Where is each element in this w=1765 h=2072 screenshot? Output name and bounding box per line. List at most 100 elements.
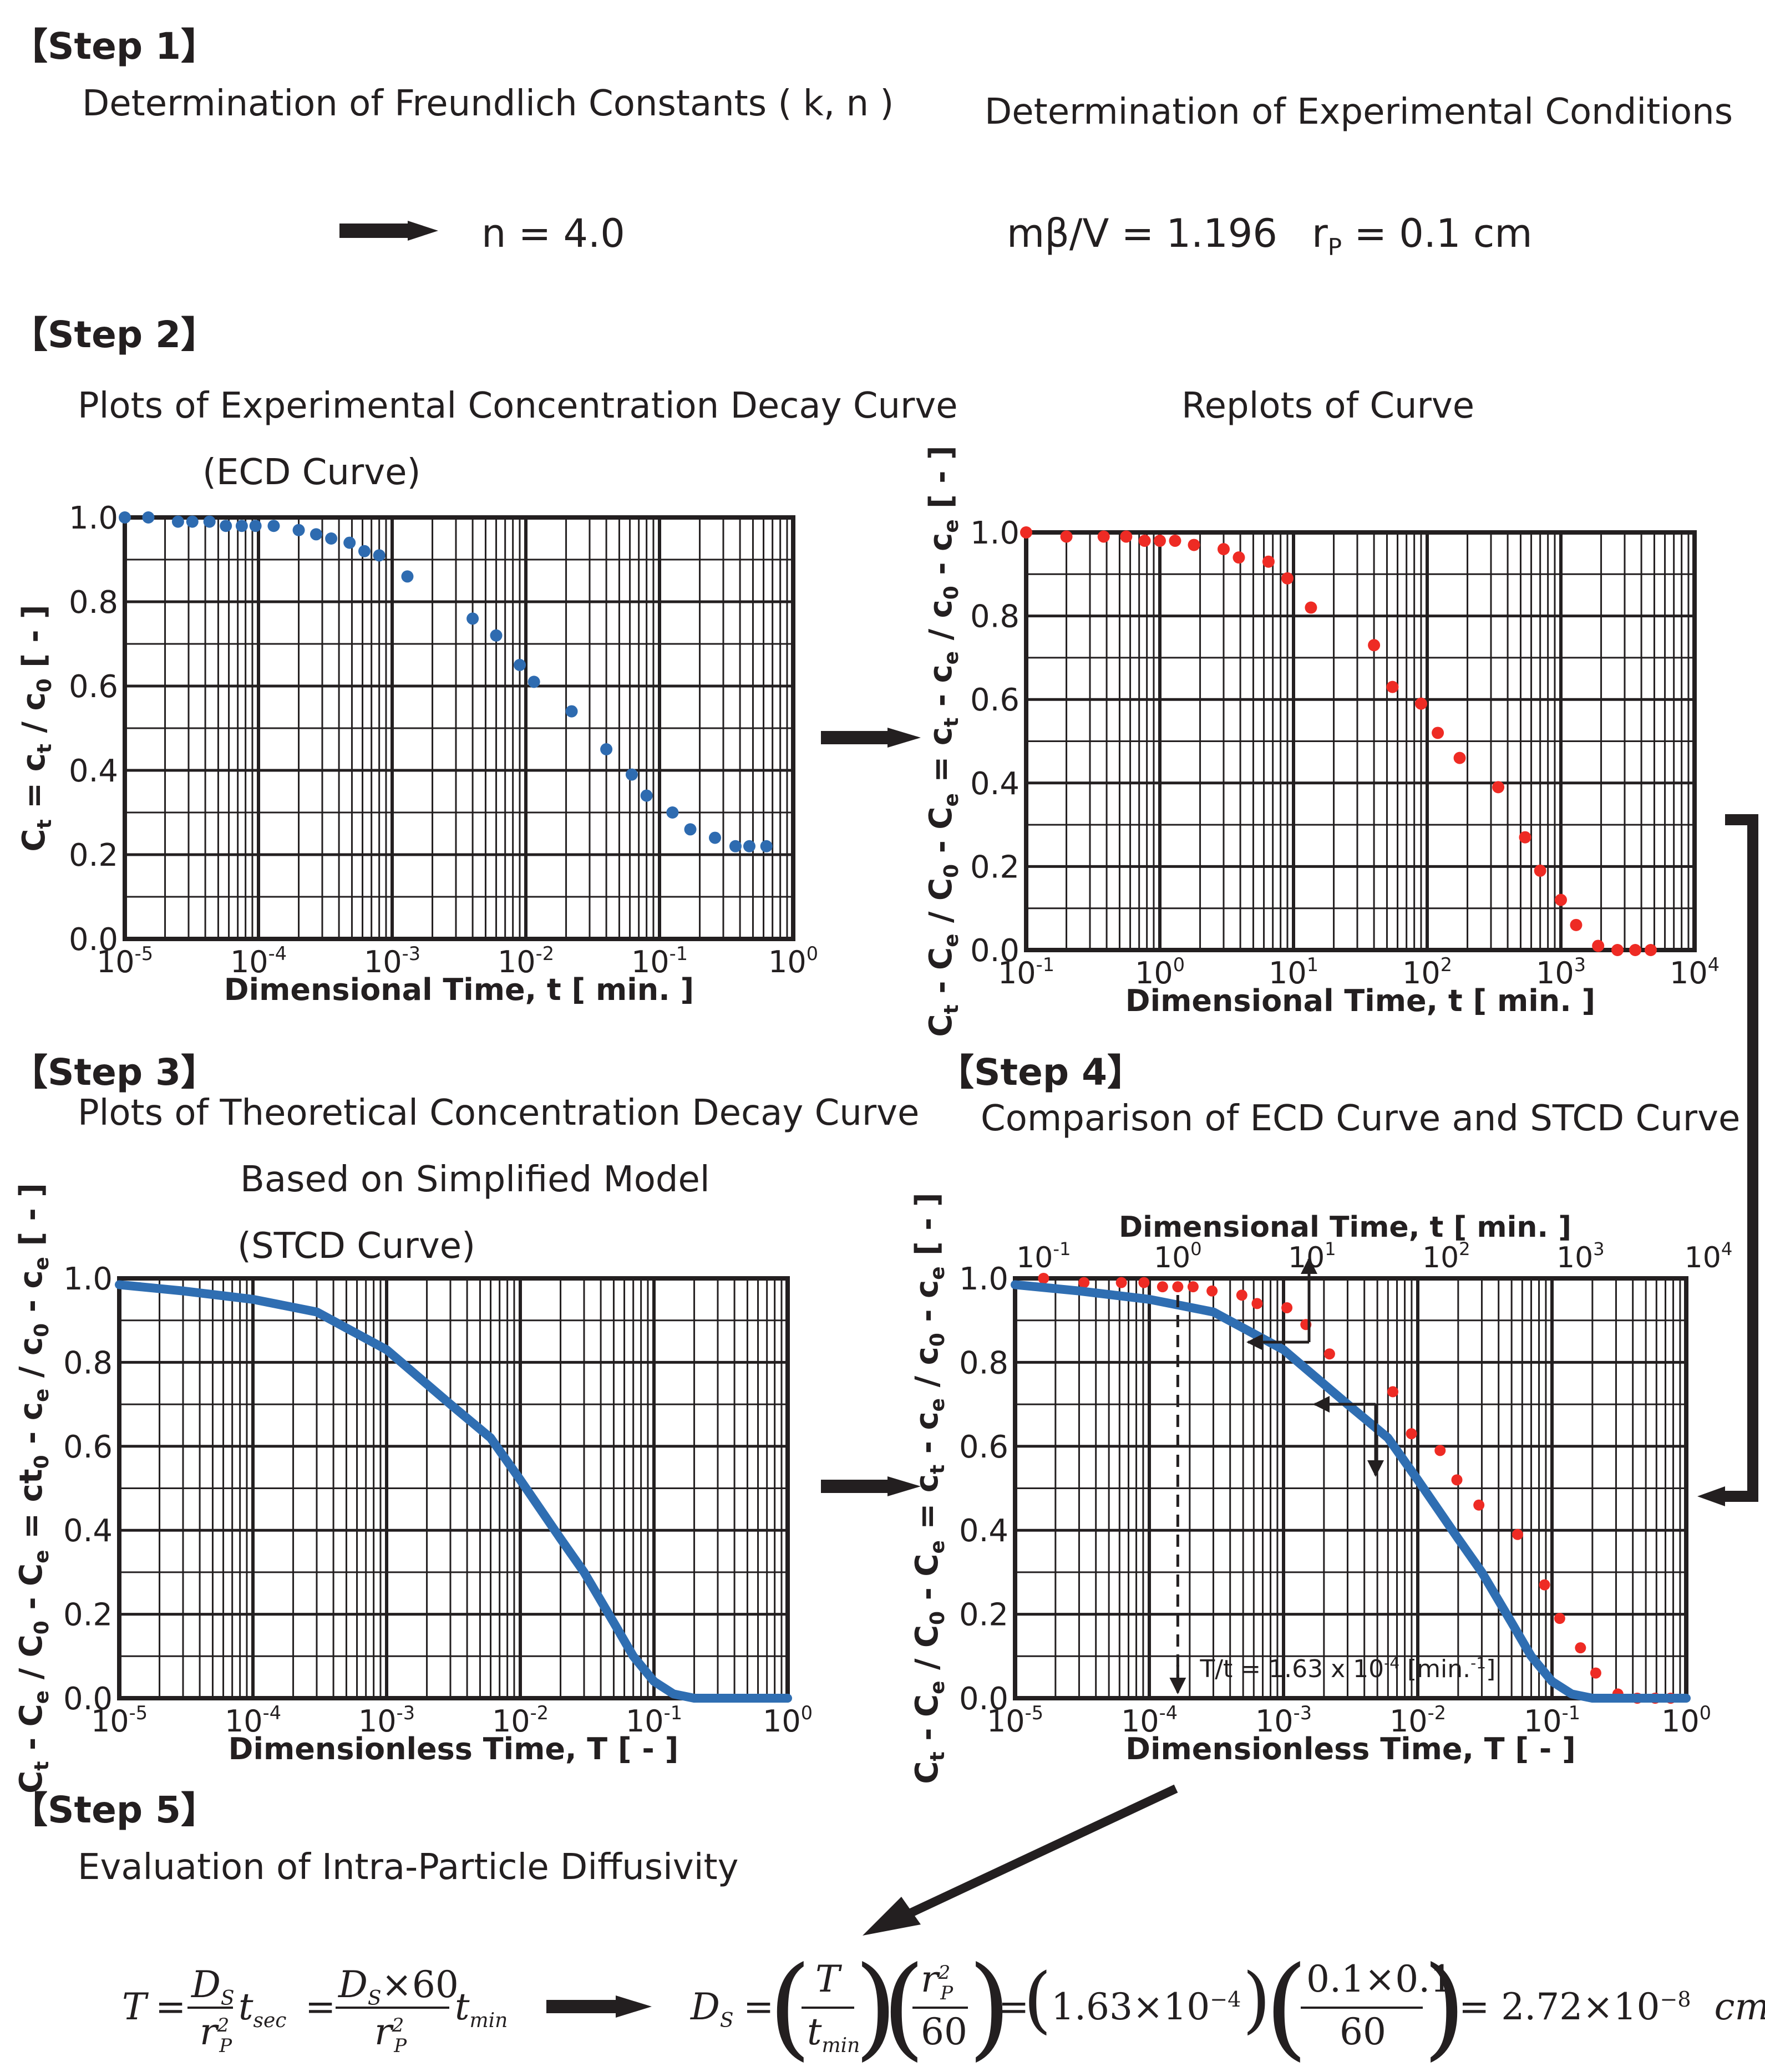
arrow-step3-head	[887, 1476, 921, 1496]
stcd-curve	[115, 1280, 792, 1703]
compare-replot-point	[1157, 1281, 1168, 1293]
compare-replot-point	[1281, 1302, 1293, 1313]
stcd-ytick-label: 0.6	[63, 1429, 113, 1465]
stcd-ytick-label: 0.8	[63, 1345, 113, 1381]
step1-left-title: Determination of Freundlich Constants ( …	[82, 83, 894, 124]
ecd-data-point	[760, 840, 773, 852]
compare-replot-point	[1251, 1298, 1263, 1309]
step4-title: Comparison of ECD Curve and STCD Curve	[981, 1098, 1741, 1139]
compare-annotation: T/t = 1.63 x 10-4 [min.-1]	[1199, 1654, 1495, 1683]
compare-replot-point	[1038, 1273, 1049, 1284]
replot-data-point	[1453, 751, 1466, 764]
arrow-step2-head	[887, 728, 921, 748]
replot-data-point	[1492, 781, 1505, 794]
eq2-num: 0.1×0.1	[1306, 1958, 1454, 2000]
step2-left-subtitle: (ECD Curve)	[202, 452, 421, 493]
compare-top-tick-label: 10-1	[1016, 1238, 1071, 1274]
replot-data-point	[1555, 893, 1567, 906]
ecd-data-point	[684, 823, 697, 836]
replot-data-point	[1368, 639, 1381, 652]
eq2-paren-a-close: )	[854, 1943, 898, 2072]
ecd-xlabel: Dimensional Time, t [ min. ]	[224, 972, 694, 1007]
ecd-data-point	[666, 806, 679, 819]
compare-stcd-curve	[1011, 1280, 1691, 1703]
compare-replot-point	[1451, 1474, 1463, 1486]
ecd-data-point	[729, 840, 742, 852]
stcd-ytick-label: 0.0	[63, 1681, 113, 1717]
compare-grid	[1013, 1276, 1688, 1700]
replot-data-point	[1644, 944, 1657, 956]
eq2-T: T	[815, 1958, 840, 2000]
ecd-data-point	[203, 515, 216, 528]
ecd-xtick-label: 100	[768, 943, 818, 979]
compare-xtick-label: 10-2	[1389, 1702, 1446, 1739]
replot-data-point	[1414, 697, 1427, 710]
ecd-data-point	[186, 515, 199, 528]
step1-right-title: Determination of Experimental Conditions	[985, 92, 1733, 133]
replot-data-point	[1020, 526, 1032, 539]
ecd-data-point	[709, 831, 722, 844]
replot-data-point	[1570, 918, 1583, 931]
replot-xtick-label: 104	[1670, 954, 1720, 991]
compare-replot-point	[1406, 1428, 1417, 1440]
ecd-data-point	[343, 536, 356, 549]
ecd-data-point	[119, 511, 131, 524]
step1-heading: 【Step 1】	[11, 25, 217, 68]
replot-ytick-label: 1.0	[970, 515, 1020, 551]
bracket-arrow-head	[1697, 1486, 1725, 1506]
ecd-xtick-label: 10-1	[631, 943, 688, 979]
compare-replot-point	[1387, 1386, 1399, 1398]
replot-data-point	[1233, 551, 1245, 564]
replot-data-point	[1534, 864, 1546, 877]
eq1-tmin: tmin	[455, 1985, 508, 2033]
eq2-frac-line-c	[1301, 2007, 1423, 2009]
compare-replot-point	[1590, 1667, 1601, 1679]
compare-xtick-label: 100	[1661, 1702, 1711, 1739]
compare-ytick-label: 0.6	[959, 1429, 1008, 1465]
ecd-data-point	[310, 528, 322, 541]
ecd-data-point	[640, 789, 653, 802]
ecd-ytick-label: 0.2	[69, 837, 118, 874]
eq1-tsec: tsec	[239, 1985, 287, 2033]
eq1-eq-a: =	[155, 1985, 186, 2028]
ecd-data-point	[267, 520, 280, 532]
step2-left-title: Plots of Experimental Concentration Deca…	[78, 385, 958, 426]
replot-ytick-label: 0.2	[970, 849, 1020, 885]
stcd-ytick-label: 1.0	[63, 1261, 113, 1297]
eq2-rp: r2P	[921, 1958, 953, 2005]
ecd-data-point	[625, 768, 638, 781]
replot-xtick-label: 10-1	[998, 954, 1054, 991]
step3-heading: 【Step 3】	[11, 1051, 217, 1094]
compare-replot-point	[1236, 1289, 1247, 1301]
eq2-tmin: tmin	[807, 2010, 860, 2058]
stcd-xtick-label: 100	[763, 1702, 813, 1739]
arrow-eq-head	[616, 1995, 652, 2018]
replot-ytick-label: 0.8	[970, 599, 1020, 635]
ecd-ytick-label: 0.6	[69, 669, 118, 705]
eq2-eq-b: =	[998, 1985, 1029, 2028]
replot-xtick-label: 101	[1269, 954, 1318, 991]
stcd-ytick-label: 0.2	[63, 1597, 113, 1633]
ecd-data-point	[466, 612, 479, 625]
ecd-data-point	[600, 743, 613, 755]
ecd-xtick-label: 10-4	[230, 943, 287, 979]
compare-ytick-label: 0.0	[959, 1681, 1008, 1717]
eq2-val1: 1.63×10−4	[1051, 1985, 1241, 2028]
replot-data-point	[1169, 535, 1181, 547]
replot-xtick-label: 103	[1536, 954, 1586, 991]
ecd-data-point	[401, 570, 414, 583]
eq1-frac-line-b	[336, 2007, 449, 2009]
step5-heading: 【Step 5】	[11, 1789, 217, 1831]
ecd-data-point	[490, 629, 503, 642]
replot-ytick-label: 0.0	[970, 933, 1020, 969]
compare-xtick-label: 10-3	[1255, 1702, 1312, 1739]
compare-xtick-label: 10-1	[1524, 1702, 1580, 1739]
rp-value: rP = 0.1 cm	[1312, 211, 1533, 261]
ecd-ytick-label: 0.0	[69, 922, 118, 958]
compare-replot-point	[1187, 1281, 1199, 1293]
replot-data-point	[1432, 727, 1444, 739]
compare-ylabel: Ct - Ce / C0 - Ce = ct - ce / c0 - ce [ …	[909, 1192, 949, 1784]
bracket-arrow	[1725, 814, 1758, 1502]
step3-title: Plots of Theoretical Concentration Decay…	[78, 1093, 920, 1134]
ecd-data-point	[358, 545, 371, 557]
